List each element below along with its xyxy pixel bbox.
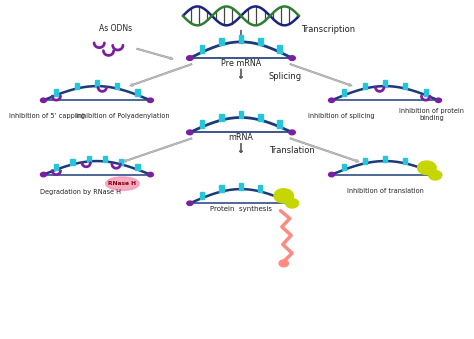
Ellipse shape [106,177,139,191]
Text: Pre mRNA: Pre mRNA [221,59,261,67]
Circle shape [147,98,154,102]
Bar [277,120,282,127]
Bar [424,89,428,96]
Bar [103,156,107,162]
Bar [136,164,140,170]
Text: Inhibition of 5’ capping: Inhibition of 5’ capping [9,113,85,119]
Circle shape [289,130,295,135]
Text: RNase H: RNase H [109,181,137,186]
Bar [403,83,408,89]
Circle shape [274,189,293,203]
Bar [238,111,243,118]
Circle shape [187,56,193,60]
Bar [200,45,204,53]
Text: Inhibition of splicing: Inhibition of splicing [308,113,374,119]
Bar [239,183,243,190]
Bar [238,35,243,43]
Bar [383,156,387,162]
Bar [342,164,346,170]
Bar [136,89,140,96]
Bar [200,192,204,199]
Bar [54,164,58,170]
Circle shape [328,172,335,177]
Bar [95,80,99,87]
Text: As ODNs: As ODNs [99,24,132,33]
Circle shape [436,98,441,102]
Text: Inhibition of translation: Inhibition of translation [346,188,423,194]
Bar [258,185,263,192]
Circle shape [147,172,154,177]
Bar [258,114,263,121]
Circle shape [40,98,46,102]
Bar [363,158,367,164]
Circle shape [428,171,442,180]
Text: Translation: Translation [269,146,315,155]
Circle shape [285,199,299,208]
Text: Degradation by RNase H: Degradation by RNase H [40,189,121,195]
Bar [219,38,224,45]
Text: Transcription: Transcription [301,25,356,34]
Bar [71,159,74,165]
Circle shape [187,201,193,205]
Bar [278,192,282,199]
Bar [219,185,224,192]
Bar [342,89,346,96]
Circle shape [328,98,335,102]
Text: Protein  synthesis: Protein synthesis [210,206,272,212]
Text: Inhibition of protein
binding: Inhibition of protein binding [399,107,464,121]
Bar [403,158,408,164]
Circle shape [418,161,436,175]
Bar [277,45,282,53]
Circle shape [436,172,441,177]
Bar [115,83,119,89]
Text: mRNA: mRNA [228,133,254,142]
Bar [258,38,263,45]
Circle shape [187,130,193,135]
Circle shape [289,56,295,60]
Bar [54,89,58,96]
Text: Splicing: Splicing [269,72,302,81]
Bar [87,156,91,162]
Text: Inhibition of Polyadenylation: Inhibition of Polyadenylation [76,113,169,119]
Circle shape [40,172,46,177]
Bar [119,159,123,165]
Bar [200,120,204,127]
Bar [363,83,367,89]
Circle shape [289,201,295,205]
Bar [74,83,79,89]
Bar [219,114,224,121]
Circle shape [279,260,288,267]
Bar [424,164,428,170]
Bar [383,80,387,87]
